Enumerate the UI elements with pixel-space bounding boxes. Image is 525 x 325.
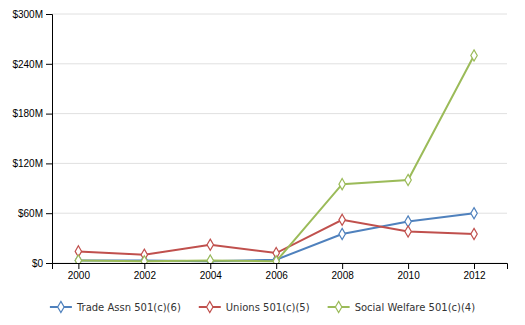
grid-line [52,113,507,114]
legend-label: Social Welfare 501(c)(4) [355,302,476,313]
tick-mark [46,213,52,214]
legend-item: Unions 501(c)(5) [199,301,310,312]
tick: 2002 [134,263,157,281]
chart: 2000200220042006200820102012$0$60M$120M$… [0,0,525,325]
tick-mark [144,263,145,269]
tick-mark [342,263,343,269]
legend-item: Trade Assn 501(c)(6) [50,301,181,312]
axis-line [53,264,508,270]
point [471,50,477,61]
legend-label: Trade Assn 501(c)(6) [76,302,181,313]
line [78,56,474,262]
tick: 2010 [397,263,420,281]
y-axis: $0 $60M $120M $180M $240M $300M [12,9,52,269]
tick-label: 2008 [332,270,355,281]
legend-marker [58,301,64,312]
point [339,214,345,225]
tick-mark [46,263,52,264]
legend-marker [335,301,341,312]
tick: $60M [18,208,52,219]
tick: 2000 [68,263,91,281]
tick: $240M [12,59,52,70]
point [339,228,345,239]
tick: $180M [12,108,52,119]
tick-mark [276,263,277,269]
grid-line [52,213,507,214]
tick-label: $180M [12,108,43,119]
grid [52,14,507,263]
point [471,228,477,239]
point [273,256,279,263]
tick: 2006 [266,263,289,281]
tick-mark [46,114,52,115]
plot: 2000200220042006200820102012$0$60M$120M$… [12,9,507,281]
tick-mark [210,263,211,269]
tick: $0 [32,258,52,269]
tick: 2012 [463,263,486,281]
tick-label: 2010 [397,270,420,281]
tick: $300M [12,9,52,20]
point [471,208,477,219]
point [405,174,411,185]
x-axis: 2000 2002 2004 2006 2008 2010 2012 [53,263,508,281]
point [207,256,213,263]
point [405,226,411,237]
tick-label: $120M [12,158,43,169]
axis-line [46,15,53,264]
line [78,213,474,261]
series [75,214,477,260]
tick-label: 2004 [200,270,223,281]
tick-label: $240M [12,59,43,70]
tick-label: 2006 [266,270,289,281]
marks [75,50,477,263]
tick-label: $300M [12,9,43,20]
grid-line [52,14,507,15]
tick-mark [474,263,475,269]
legend: Trade Assn 501(c)(6) Unions 501(c)(5) Soci… [50,301,475,312]
point [207,255,213,263]
tick-mark [408,263,409,269]
point [339,179,345,190]
tick-mark [46,64,52,65]
tick-label: $60M [18,208,43,219]
tick-mark [46,14,52,15]
legend-item: Social Welfare 501(c)(4) [328,301,476,312]
series [75,50,477,263]
series [75,208,477,263]
tick-label: 2012 [463,270,486,281]
tick-label: 2000 [68,270,91,281]
grid-line [52,163,507,164]
tick: 2008 [332,263,355,281]
grid-line [52,63,507,64]
point [207,239,213,250]
legend-label: Unions 501(c)(5) [226,302,310,313]
tick-mark [78,263,79,269]
tick-label: 2002 [134,270,157,281]
point [141,256,147,263]
legend-marker [207,301,213,312]
tick-mark [46,163,52,164]
point [75,255,81,263]
tick-label: $0 [32,258,44,269]
point [75,255,81,263]
tick: $120M [12,158,52,169]
tick: 2004 [200,263,223,281]
